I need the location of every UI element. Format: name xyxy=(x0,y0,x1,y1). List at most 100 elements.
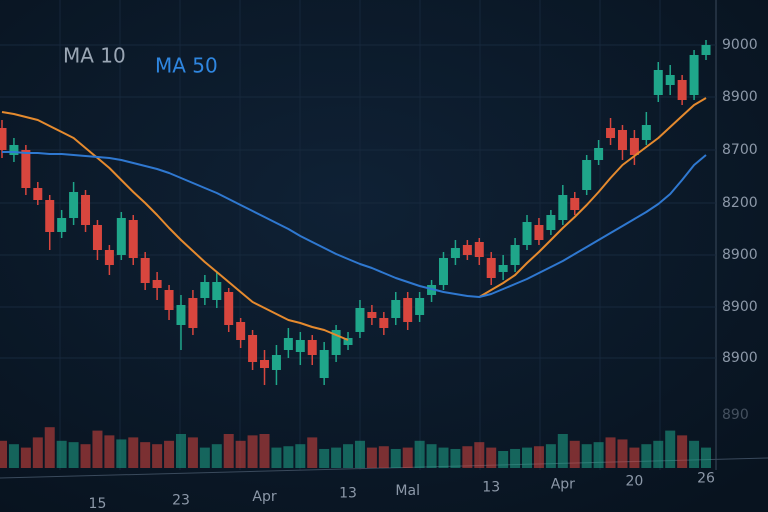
candle-body xyxy=(307,340,317,355)
volume-bar xyxy=(593,442,604,468)
ma-line xyxy=(1,97,707,341)
y-tick-label: 8900 xyxy=(722,350,758,366)
volume-bar xyxy=(128,437,139,468)
volume-bar xyxy=(701,447,711,468)
x-tick-label: 13 xyxy=(482,480,500,496)
volume-bar xyxy=(259,434,270,468)
candle-body xyxy=(188,298,198,328)
candle-body xyxy=(128,220,138,258)
volume-bar xyxy=(307,437,318,468)
volume-bar xyxy=(68,442,79,468)
candle-body xyxy=(379,318,389,328)
candle-body xyxy=(176,305,186,325)
candle-body xyxy=(462,245,472,255)
volume-bar xyxy=(295,444,306,468)
volume-bar xyxy=(414,440,425,468)
candle-body xyxy=(617,130,627,150)
volume-bar xyxy=(533,446,544,468)
x-tick-label: 20 xyxy=(625,474,643,490)
candle-body xyxy=(92,225,102,250)
legend-ma10: MA 10 xyxy=(63,44,126,68)
volume-bar xyxy=(164,440,175,468)
candle-body xyxy=(331,330,341,355)
x-tick-label: 13 xyxy=(339,486,357,502)
candle-body xyxy=(116,218,126,255)
candle-body xyxy=(582,160,592,190)
volume-bar xyxy=(486,447,497,468)
volume-bar xyxy=(0,440,7,468)
candle-body xyxy=(486,258,496,278)
volume-bar xyxy=(44,427,55,468)
candle-body xyxy=(140,258,150,283)
legend-ma50: MA 50 xyxy=(155,54,218,78)
volume-bar xyxy=(677,435,688,468)
volume-bar xyxy=(450,448,461,468)
volume-bar xyxy=(438,447,449,468)
x-tick-label: 23 xyxy=(172,493,190,509)
candle-body xyxy=(236,322,246,340)
candle-body xyxy=(474,242,484,257)
volume-bar xyxy=(545,444,556,468)
volume-bar xyxy=(104,435,115,468)
volume-bar xyxy=(629,447,640,468)
volume-bar xyxy=(522,447,533,468)
volume-bar xyxy=(92,430,103,468)
volume-bar xyxy=(319,448,330,468)
candle-body xyxy=(9,145,19,155)
candle-body xyxy=(224,292,234,325)
x-tick-label: Apr xyxy=(551,477,575,493)
candle-body xyxy=(21,150,31,188)
volume-bar xyxy=(247,435,258,468)
y-tick-label: 8200 xyxy=(722,195,758,211)
candle-body xyxy=(415,298,425,315)
candle-body xyxy=(558,195,568,220)
candle-body xyxy=(570,198,580,210)
volume-bar xyxy=(354,440,365,468)
volume-bar xyxy=(366,447,377,468)
volume-bar xyxy=(665,430,676,468)
volume-bar xyxy=(140,442,151,468)
volume-bar xyxy=(474,442,485,468)
candle-body xyxy=(677,80,687,100)
volume-bar xyxy=(641,444,652,468)
candle-body xyxy=(152,280,162,288)
candle-body xyxy=(367,312,377,318)
candle-body xyxy=(403,298,413,322)
candle-body xyxy=(0,128,7,150)
volume-bar xyxy=(271,447,282,468)
candle-body xyxy=(665,75,675,85)
y-tick-label: 8700 xyxy=(722,142,758,158)
candle-body xyxy=(391,300,401,318)
volume-bar xyxy=(283,446,294,468)
volume-bar xyxy=(653,440,664,468)
y-tick-label: 8900 xyxy=(722,299,758,315)
candle-body xyxy=(33,188,43,200)
candle-body xyxy=(200,282,210,298)
volume-bar xyxy=(510,448,521,468)
volume-bar xyxy=(378,446,389,468)
volume-bar xyxy=(581,444,592,468)
volume-bar xyxy=(152,444,163,468)
volume-bar xyxy=(557,434,568,468)
candle-body xyxy=(355,308,365,332)
x-tick-label: Apr xyxy=(252,489,276,505)
volume-bar xyxy=(80,444,91,468)
volume-bar xyxy=(390,448,401,468)
y-tick-label: 8900 xyxy=(722,89,758,105)
volume-tick-label: 890 xyxy=(722,407,749,423)
candle-body xyxy=(629,138,639,155)
volume-bar xyxy=(498,451,509,468)
candle-body xyxy=(69,192,79,218)
volume-bar xyxy=(187,437,198,468)
candle-body xyxy=(522,222,532,245)
volume-bar xyxy=(211,444,222,468)
candle-body xyxy=(319,350,329,378)
x-tick-label: Mal xyxy=(395,483,420,499)
candle-body xyxy=(57,218,67,232)
candle-body xyxy=(81,195,91,225)
candle-body xyxy=(606,128,616,138)
volume-bar xyxy=(8,444,19,468)
candle-body xyxy=(510,245,520,265)
candle-body xyxy=(260,360,270,368)
